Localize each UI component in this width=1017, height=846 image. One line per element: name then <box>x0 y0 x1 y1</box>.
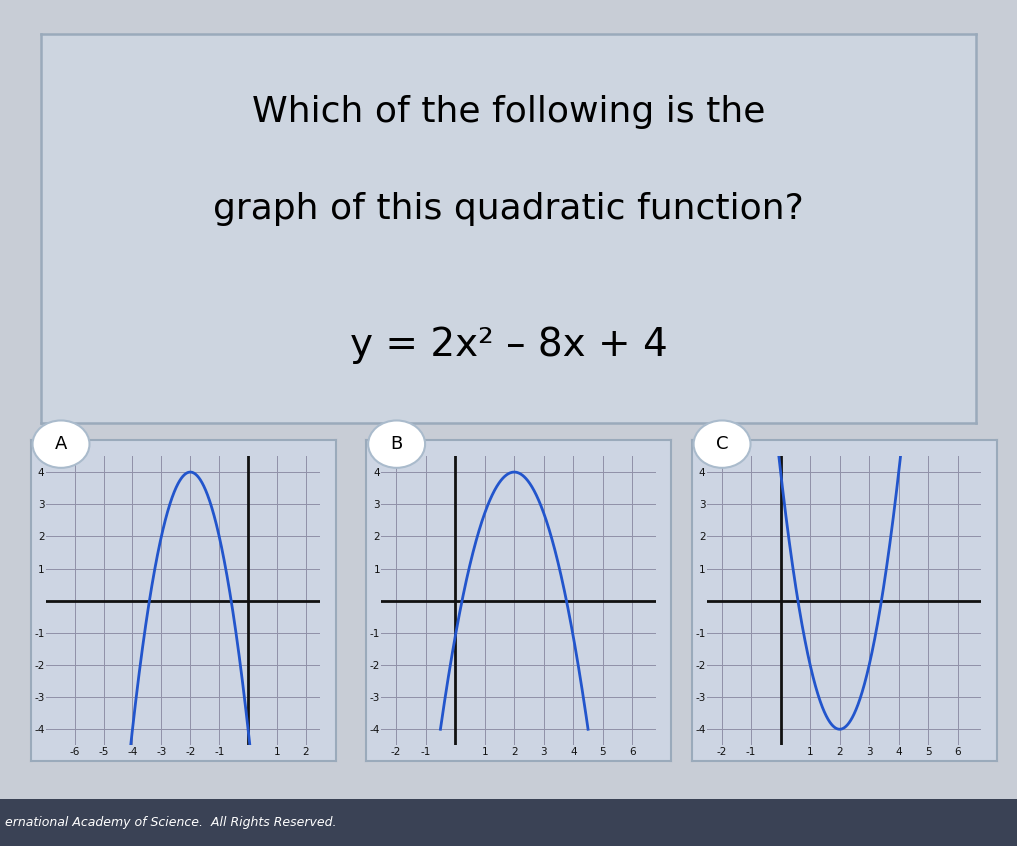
Text: y = 2x² – 8x + 4: y = 2x² – 8x + 4 <box>350 327 667 364</box>
Text: graph of this quadratic function?: graph of this quadratic function? <box>214 192 803 226</box>
Text: B: B <box>391 435 403 453</box>
Text: Which of the following is the: Which of the following is the <box>252 95 765 129</box>
Text: C: C <box>716 435 728 453</box>
Text: A: A <box>55 435 67 453</box>
Text: ernational Academy of Science.  All Rights Reserved.: ernational Academy of Science. All Right… <box>5 816 337 829</box>
